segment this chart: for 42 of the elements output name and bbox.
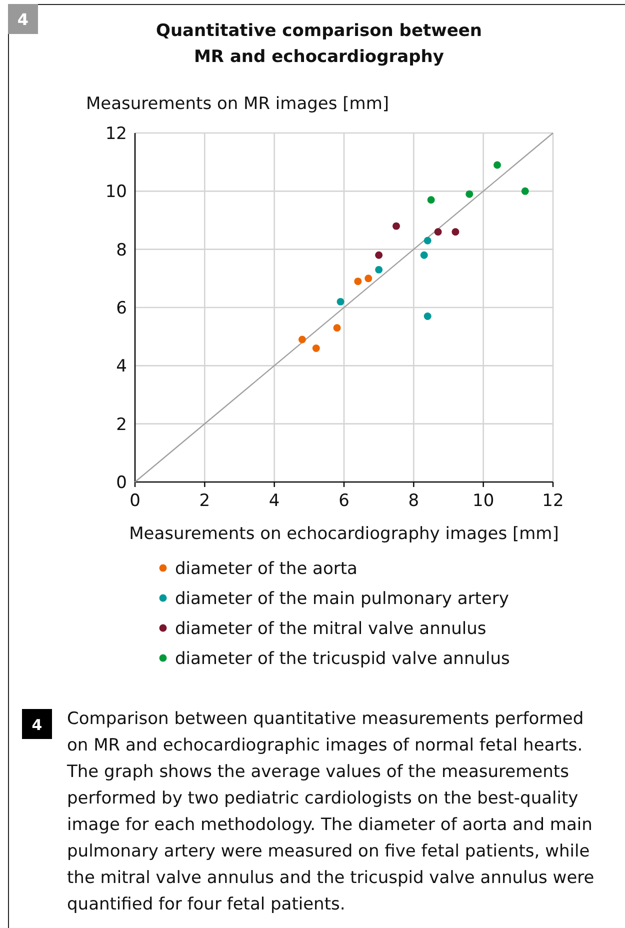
point [424, 312, 432, 320]
y-tick-label: 12 [105, 124, 127, 144]
point [466, 190, 474, 198]
figure-number-badge: 4 [8, 4, 38, 34]
point [364, 274, 372, 282]
y-tick-label: 6 [116, 298, 127, 318]
y-tick-label: 2 [116, 414, 127, 435]
chart-title: Quantitative comparison between MR and echocardiography [156, 21, 482, 67]
x-tick-label: 12 [542, 491, 564, 511]
point [452, 228, 460, 236]
y-tick-label: 4 [116, 356, 127, 377]
legend-label: diameter of the tricuspid valve annulus [175, 649, 510, 669]
legend-label: diameter of the mitral valve annulus [175, 619, 486, 639]
y-tick-label: 10 [105, 182, 127, 202]
y-axis-title: Measurements on MR images [mm] [86, 94, 390, 114]
point [521, 187, 529, 195]
legend-label: diameter of the aorta [175, 559, 358, 579]
y-tick-label: 8 [116, 240, 127, 260]
point [420, 251, 428, 259]
point [424, 236, 432, 244]
point [427, 196, 435, 204]
point [336, 298, 344, 306]
x-tick-label: 6 [338, 491, 350, 511]
text: Comparison between quantitative measurements performed on MR and echocardiographic images of normal fetal hearts. The graph shows the average values of the measurements performed by two pediatric cardiologists on the best-quality image for each methodology. The diameter of aorta and main pulmonary artery were measured on five fetal patients, while the mitral valve annulus and the tricuspid valve annulus were quantified for four fetal patients. [66, 709, 594, 914]
point [375, 251, 383, 259]
point [333, 324, 341, 332]
point [298, 336, 306, 344]
x-tick-label: 0 [130, 491, 140, 511]
point [312, 344, 320, 352]
y-tick-label: 0 [116, 473, 127, 493]
figure-number-badge: 4 [22, 709, 52, 739]
point [434, 228, 442, 236]
legend-label: diameter of the main pulmonary artery [175, 589, 509, 609]
x-tick-label: 4 [268, 491, 280, 511]
x-tick-label: 8 [408, 491, 420, 511]
x-tick-label: 2 [199, 491, 210, 511]
point [494, 161, 502, 169]
x-axis-title: Measurements on echocardiography images [mm] [129, 524, 559, 544]
point [392, 222, 400, 230]
point [375, 266, 383, 274]
x-tick-label: 10 [472, 491, 494, 511]
point [354, 278, 362, 286]
